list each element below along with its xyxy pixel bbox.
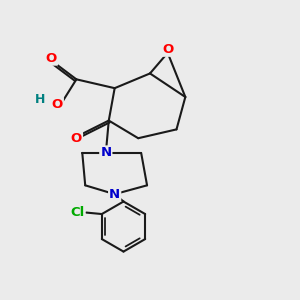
Text: O: O [162, 43, 173, 56]
Text: N: N [109, 188, 120, 201]
Text: O: O [71, 132, 82, 145]
Text: O: O [46, 52, 57, 64]
Text: Cl: Cl [70, 206, 85, 219]
Text: O: O [52, 98, 63, 111]
Text: N: N [100, 146, 111, 159]
Text: H: H [35, 93, 46, 106]
